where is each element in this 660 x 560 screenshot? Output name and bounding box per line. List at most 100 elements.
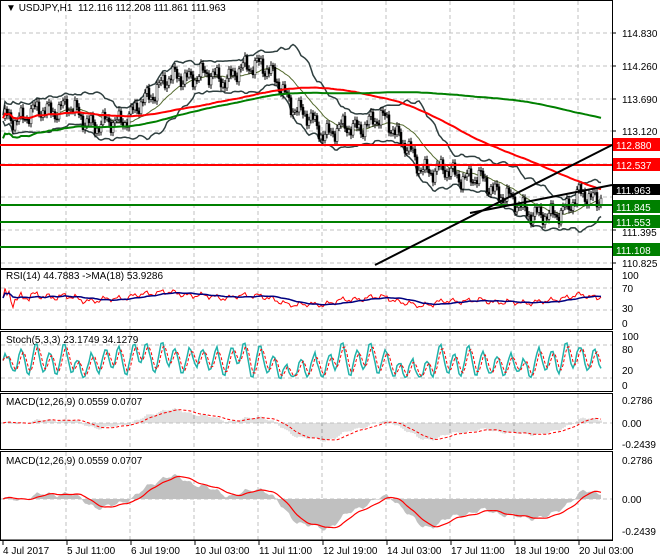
candle-body-102 (205, 72, 209, 74)
candle-body-148 (297, 100, 301, 113)
candle-body-263 (527, 214, 531, 217)
candle-body-103 (207, 73, 211, 86)
candle-body-252 (505, 187, 509, 202)
candle-body-40 (81, 115, 85, 130)
candle-body-133 (267, 69, 271, 74)
candle-body-86 (173, 66, 177, 70)
candle-body-187 (375, 121, 379, 124)
candle-body-135 (271, 65, 275, 68)
candle-body-296 (593, 192, 597, 194)
panel-frame-2 (0, 331, 613, 392)
candle-body-294 (589, 193, 593, 198)
rsi-tick-label: 70 (622, 284, 634, 295)
candle-body-183 (367, 115, 371, 125)
candle-body-145 (291, 112, 295, 116)
candle-body-196 (393, 129, 397, 135)
candle-body-107 (215, 67, 219, 75)
time-tick-label: 17 Jul 11:00 (451, 546, 505, 557)
candle-body-89 (179, 76, 183, 87)
candle-body-84 (169, 78, 173, 81)
candle-body-63 (127, 113, 131, 128)
time-tick-label: 14 Jul 03:00 (387, 546, 442, 557)
candle-body-195 (391, 129, 395, 134)
candle-body-31 (63, 99, 67, 102)
candle-body-71 (143, 93, 147, 103)
candle-body-37 (75, 100, 79, 108)
candle-body-238 (477, 170, 481, 185)
candle-body-105 (211, 71, 215, 77)
candle-body-57 (115, 119, 119, 122)
candle-body-235 (471, 181, 475, 184)
candle-body-22 (45, 103, 49, 115)
candle-body-168 (337, 124, 341, 129)
candle-body-136 (273, 67, 277, 82)
candle-body-191 (383, 112, 387, 116)
candle-body-227 (455, 174, 459, 176)
candle-body-180 (361, 133, 365, 138)
candle-body-290 (581, 191, 585, 194)
candle-body-239 (479, 170, 483, 172)
candle-body-76 (153, 99, 157, 102)
time-tick-label: 4 Jul 2017 (3, 546, 50, 557)
candle-body-299 (599, 197, 603, 206)
candle-body-69 (139, 101, 143, 114)
candle-body-237 (475, 180, 479, 185)
candle-body-215 (431, 173, 435, 183)
candle-body-118 (237, 68, 241, 83)
candle-body-242 (485, 177, 489, 193)
candle-body-5 (11, 120, 15, 131)
candle-body-213 (427, 168, 431, 174)
candle-body-244 (489, 186, 493, 195)
candle-body-185 (371, 111, 375, 125)
candle-body-42 (85, 118, 89, 127)
candle-body-230 (461, 176, 465, 190)
panel-frame-3 (0, 393, 613, 450)
collapse-triangle-icon[interactable]: ▼ (6, 3, 16, 14)
candle-body-203 (407, 141, 411, 152)
candle-body-125 (251, 70, 255, 76)
candle-body-228 (457, 174, 461, 183)
candle-body-231 (463, 176, 467, 178)
candle-body-253 (507, 187, 511, 194)
candle-body-164 (329, 131, 333, 133)
candle-body-198 (397, 125, 401, 133)
level-tag-0 (613, 138, 660, 151)
candle-body-192 (385, 114, 389, 117)
candle-body-214 (429, 172, 433, 175)
candle-body-109 (219, 78, 223, 88)
candle-body-205 (411, 148, 415, 151)
candle-body-116 (233, 70, 237, 77)
candle-body-48 (97, 128, 101, 133)
candle-body-162 (325, 123, 329, 135)
candle-body-150 (301, 106, 305, 115)
candle-body-248 (497, 186, 501, 201)
candle-body-20 (41, 110, 45, 118)
candle-body-23 (47, 102, 51, 105)
candle-body-113 (227, 68, 231, 79)
candle-body-206 (413, 148, 417, 158)
candle-body-144 (289, 97, 293, 116)
macd2-title: MACD(12,26,9) 0.0559 0.0707 (6, 456, 143, 467)
time-tick-label: 5 Jul 11:00 (67, 546, 116, 557)
time-tick-label: 18 Jul 19:00 (515, 546, 570, 557)
candle-body-251 (503, 201, 507, 203)
candle-body-160 (321, 134, 325, 141)
candle-body-93 (187, 71, 191, 78)
candle-body-137 (275, 81, 279, 83)
candle-body-65 (131, 106, 135, 111)
price-tick-label: 114.830 (622, 29, 658, 40)
candle-body-280 (561, 206, 565, 211)
candle-body-295 (591, 192, 595, 198)
time-tick-label: 20 Jul 03:00 (579, 546, 634, 557)
candle-body-202 (405, 150, 409, 154)
candle-body-152 (305, 113, 309, 126)
candle-body-39 (79, 114, 83, 117)
candle-body-129 (259, 58, 263, 62)
candle-body-68 (137, 110, 141, 114)
candle-body-165 (331, 131, 335, 135)
candle-body-66 (133, 102, 137, 111)
candle-body-186 (373, 121, 377, 125)
candle-body-199 (399, 132, 403, 145)
